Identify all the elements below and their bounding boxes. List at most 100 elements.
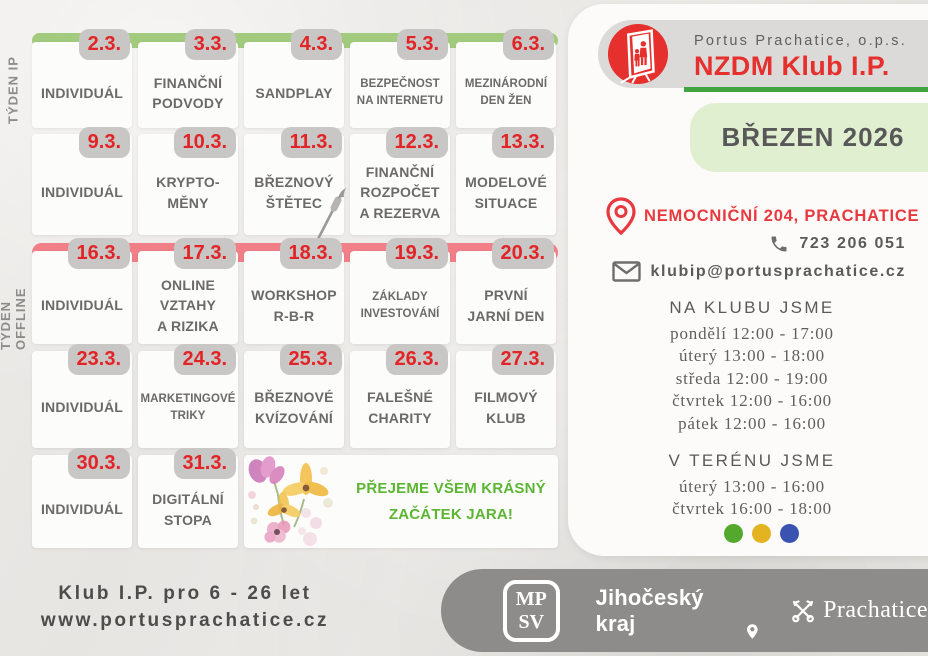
day-cell: 30.3. INDIVIDUÁL (32, 448, 132, 548)
date-badge: 20.3. (491, 238, 554, 269)
day-cell: 20.3. PRVNÍ JARNÍ DEN (456, 238, 556, 344)
day-cell: 16.3. INDIVIDUÁL (32, 238, 132, 344)
blue-dot (779, 524, 799, 543)
day-cell: 26.3. FALEŠNÉ CHARITY (350, 344, 450, 448)
day-cell: 19.3. ZÁKLADY INVESTOVÁNÍ (350, 238, 450, 344)
date-badge: 24.3. (173, 344, 236, 375)
calendar-grid: 2.3. INDIVIDUÁL 3.3. FINANČNÍ PODVODY 4.… (32, 0, 558, 556)
mpsv-logo-bottom: SV (518, 610, 545, 633)
date-badge: 27.3. (491, 344, 554, 375)
location-pin-icon (606, 197, 636, 236)
email-address: klubip@portusprachatice.cz (650, 262, 906, 280)
prachatice-logo: Prachatice (790, 597, 928, 624)
day-label: INDIVIDUÁL (40, 184, 124, 201)
week-row-4: 23.3. INDIVIDUÁL 24.3. MARKETINGOVÉ TRIK… (32, 344, 558, 448)
date-badge: 10.3. (173, 127, 236, 158)
day-label: BŘEZNOVÝ ŠTĚTEC (254, 174, 334, 211)
day-cell: 12.3. FINANČNÍ ROZPOČET A REZERVA (350, 127, 450, 235)
spring-wish-text: PŘEJEME VŠEM KRÁSNÝ ZAČÁTEK JARA! (356, 480, 546, 523)
day-cell: 31.3. DIGITÁLNÍ STOPA (138, 448, 238, 548)
phone-number: 723 206 051 (799, 235, 906, 252)
phone-row: 723 206 051 (769, 234, 906, 254)
footer-tagline: Klub I.P. pro 6 - 26 let www.portusprach… (30, 580, 340, 634)
date-badge: 9.3. (78, 127, 130, 158)
crossed-keys-icon (792, 599, 814, 622)
day-label: FINANČNÍ ROZPOČET A REZERVA (359, 164, 441, 221)
hours-line: čtvrtek 16:00 - 18:00 (672, 499, 832, 519)
org-name: Portus Prachatice, o.p.s. (694, 33, 907, 49)
day-label: MARKETINGOVÉ TRIKY (140, 392, 236, 422)
day-cell: 3.3. FINANČNÍ PODVODY (138, 29, 238, 128)
week-row-5: 30.3. INDIVIDUÁL 31.3. DIGITÁLNÍ STOPA (32, 448, 558, 548)
day-cell: 13.3. MODELOVÉ SITUACE (456, 127, 556, 235)
club-name: NZDM Klub I.P. (694, 51, 890, 81)
date-badge: 25.3. (279, 344, 342, 375)
week-row-2: 9.3. INDIVIDUÁL 10.3. KRYPTO- MĚNY 11.3.… (32, 127, 558, 245)
date-badge: 5.3. (396, 29, 448, 60)
phone-icon (771, 236, 787, 252)
day-label: MODELOVÉ SITUACE (465, 174, 547, 211)
yellow-dot (751, 524, 771, 543)
day-cell: 2.3. INDIVIDUÁL (32, 29, 132, 128)
hours-line: úterý 13:00 - 16:00 (679, 477, 825, 496)
green-accent-line (684, 87, 928, 92)
terrain-hours-title: V TERÉNU JSME (668, 451, 836, 470)
hours-line: úterý 13:00 - 18:00 (679, 346, 825, 366)
info-panel: Portus Prachatice, o.p.s. NZDM Klub I.P.… (568, 4, 928, 556)
paintbrush-icon (314, 188, 346, 245)
day-label: FALEŠNÉ CHARITY (367, 389, 433, 426)
week-row-1: 2.3. INDIVIDUÁL 3.3. FINANČNÍ PODVODY 4.… (32, 29, 558, 128)
mpsv-logo: MP SV (503, 579, 560, 642)
jihocesky-kraj-logo: Jihočeský kraj (595, 584, 759, 639)
day-label: ONLINE VZTAHY A RIZIKA (157, 277, 219, 334)
flowers-illustration (248, 456, 333, 546)
day-label: WORKSHOP R-B-R (251, 287, 337, 324)
day-label: INDIVIDUÁL (40, 84, 124, 101)
day-label: BŘEZNOVÉ KVÍZOVÁNÍ (254, 389, 334, 426)
week-ip-label: TÝDEN IP (5, 56, 21, 124)
terrain-hours: V TERÉNU JSME úterý 13:00 - 16:00 čtvrte… (592, 451, 912, 521)
day-label: PRVNÍ JARNÍ DEN (467, 287, 545, 324)
date-badge: 31.3. (173, 448, 236, 479)
day-label: FINANČNÍ PODVODY (152, 74, 224, 111)
day-cell: 18.3. WORKSHOP R-B-R (244, 238, 344, 344)
day-label: MEZINÁRODNÍ DEN ŽEN (464, 78, 548, 107)
day-label: SANDPLAY (255, 84, 333, 101)
day-cell: 5.3. BEZPEČNOST NA INTERNETU (350, 29, 450, 128)
city-name: Prachatice (823, 597, 928, 623)
day-cell: 6.3. MEZINÁRODNÍ DEN ŽEN (456, 29, 556, 128)
day-label: INDIVIDUÁL (40, 297, 124, 314)
day-cell: 27.3. FILMOVÝ KLUB (456, 344, 556, 448)
day-cell: 10.3. KRYPTO- MĚNY (138, 127, 238, 235)
logo-pill: Portus Prachatice, o.p.s. NZDM Klub I.P. (598, 20, 928, 88)
partners-bar: MP SV Jihočeský kraj Prachatice (441, 569, 928, 652)
week-row-3: 16.3. INDIVIDUÁL 17.3. ONLINE VZTAHY A R… (32, 238, 558, 344)
date-badge: 23.3. (67, 344, 130, 375)
day-label: BEZPEČNOST NA INTERNETU (356, 78, 444, 107)
day-label: INDIVIDUÁL (40, 399, 124, 416)
date-badge: 6.3. (502, 29, 554, 60)
day-label: DIGITÁLNÍ STOPA (152, 491, 224, 528)
date-badge: 12.3. (385, 127, 448, 158)
week-offline-label: TÝDEN OFFLINE (0, 287, 28, 350)
map-pin-icon (747, 623, 759, 639)
door-logo-icon (607, 23, 669, 85)
region-name: Jihočeský kraj (595, 584, 704, 636)
date-badge: 30.3. (67, 448, 130, 479)
day-label: INDIVIDUÁL (40, 501, 124, 518)
day-cell: 4.3. SANDPLAY (244, 29, 344, 128)
month-banner: BŘEZEN 2026 (690, 103, 928, 172)
day-label: KRYPTO- MĚNY (156, 174, 220, 211)
envelope-icon (611, 261, 641, 282)
date-badge: 4.3. (290, 29, 342, 60)
date-badge: 3.3. (184, 29, 236, 60)
website-text: www.portusprachatice.cz (40, 610, 330, 631)
address-text: NEMOCNIČNÍ 204, PRACHATICE (644, 207, 920, 225)
green-dot (723, 524, 743, 543)
mpsv-logo-top: MP (515, 587, 547, 610)
date-badge: 11.3. (280, 127, 342, 158)
age-range-text: Klub I.P. pro 6 - 26 let (58, 583, 312, 604)
date-badge: 17.3. (173, 238, 236, 269)
day-label: ZÁKLADY INVESTOVÁNÍ (360, 290, 440, 320)
